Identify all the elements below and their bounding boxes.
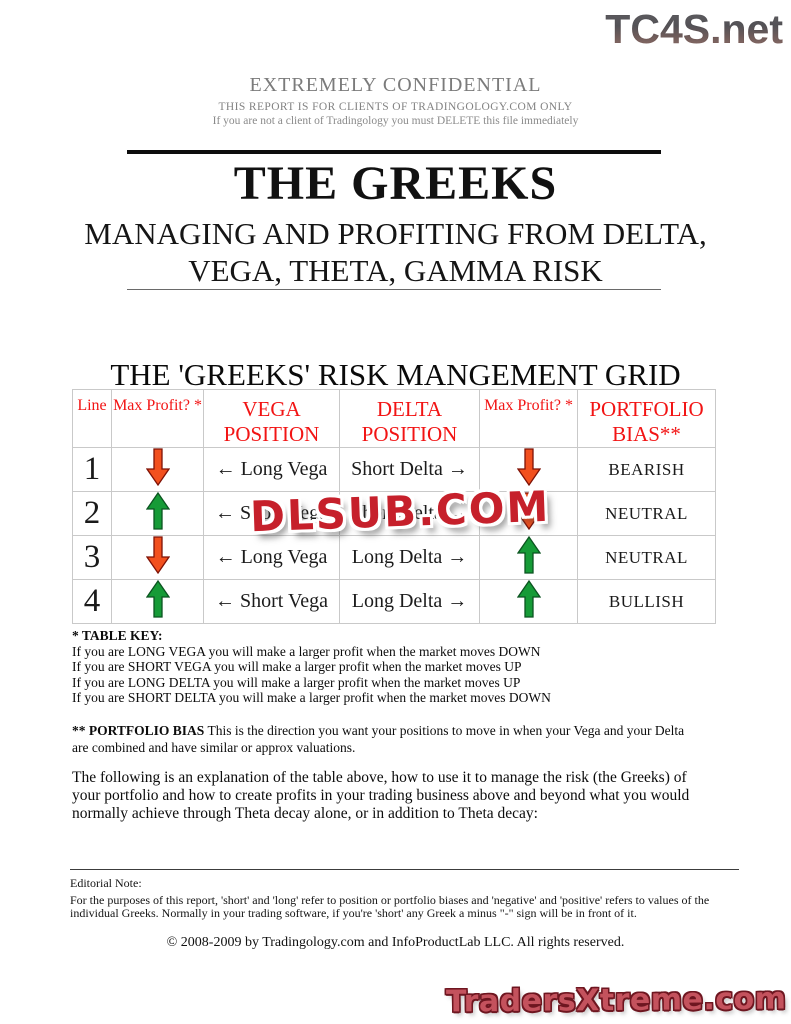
table-row: 1 ← Long Vega Short Delta → BEARISH [72,447,716,492]
editorial-rule [70,869,739,870]
table-row: 4 ← Short Vega Long Delta → BULLISH [72,579,716,624]
vega-position-cell: ← Short Vega [203,491,340,536]
down-arrow-icon [516,448,541,486]
col-header-delta-position: DELTA POSITION [339,389,480,448]
tradersxtreme-logo: TradersXtreme.com [445,981,787,1020]
up-arrow-icon [145,580,170,619]
table-key-line: If you are LONG VEGA you will make a lar… [72,643,541,659]
col-header-max-profit-left: Max Profit? * [111,389,204,448]
table-key-block: * TABLE KEY: If you are LONG VEGA you wi… [72,628,551,706]
explanation-paragraph: The following is an explanation of the t… [72,769,690,822]
copyright-line: © 2008-2009 by Tradingology.com and Info… [166,935,625,950]
down-arrow-icon [145,536,170,574]
greeks-risk-table: Line Max Profit? * VEGA POSITION DELTA P… [72,389,716,624]
col-header-vega-position: VEGA POSITION [203,389,340,448]
page-subtitle: MANAGING AND PROFITING FROM DELTA, VEGA,… [0,215,791,289]
grid-heading: THE 'GREEKS' RISK MANGEMENT GRID [110,357,681,392]
up-arrow-icon [145,492,170,531]
delta-position-cell: Long Delta → [339,535,480,580]
table-key-line: If you are SHORT DELTA you will make a l… [72,690,551,705]
row-line-number: 4 [72,579,112,624]
subtitle-line-2: VEGA, THETA, GAMMA RISK [188,253,603,288]
portfolio-bias-label: ** PORTFOLIO BIAS [72,723,205,738]
tc4s-logo: TC4S.net [605,6,783,52]
table-row: 3 ← Long Vega Long Delta → NEUTRAL [72,535,716,580]
row-line-number: 3 [72,535,112,580]
table-key-line: If you are LONG DELTA you will make a la… [72,674,521,690]
portfolio-bias-text: This is the direction you want your posi… [72,723,685,755]
vega-position-cell: ← Long Vega [203,535,340,580]
up-arrow-icon [516,580,541,619]
table-key-line: If you are SHORT VEGA you will make a la… [72,659,522,674]
portfolio-bias-cell: BULLISH [577,579,716,624]
down-arrow-icon [145,448,170,486]
down-arrow-icon [516,492,541,530]
col-header-portfolio-bias: PORTFOLIO BIAS** [577,389,716,448]
up-arrow-icon [516,536,541,575]
title-rule-top [127,150,661,154]
delta-position-cell: Long Delta → [339,579,480,624]
portfolio-bias-cell: NEUTRAL [577,491,716,536]
editorial-note: Editorial Note: For the purposes of this… [70,876,742,921]
title-rule-bottom [127,289,661,290]
portfolio-bias-cell: NEUTRAL [577,535,716,580]
page-title: THE GREEKS [233,157,558,210]
table-header-row: Line Max Profit? * VEGA POSITION DELTA P… [72,389,716,448]
table-key-heading: * TABLE KEY: [72,628,163,643]
confidential-block: EXTREMELY CONFIDENTIAL THIS REPORT IS FO… [0,74,791,127]
confidential-heading: EXTREMELY CONFIDENTIAL [249,74,542,96]
dlsub-watermark: DLSUB.COM [249,481,552,542]
row-line-number: 1 [72,447,112,492]
subtitle-line-1: MANAGING AND PROFITING FROM DELTA, [84,216,707,251]
table-row: 2 ← Short Vega Short Delta → NEUTRAL [72,491,716,536]
editorial-text: For the purposes of this report, 'short'… [70,892,710,920]
row-line-number: 2 [72,491,112,536]
portfolio-bias-note: ** PORTFOLIO BIAS This is the direction … [72,722,702,756]
vega-position-cell: ← Short Vega [203,579,340,624]
confidential-warning: If you are not a client of Tradingology … [212,115,579,127]
col-header-max-profit-right: Max Profit? * [479,389,578,448]
vega-position-cell: ← Long Vega [203,447,340,492]
editorial-heading: Editorial Note: [70,876,142,890]
col-header-line: Line [72,389,112,448]
portfolio-bias-cell: BEARISH [577,447,716,492]
confidential-subline: THIS REPORT IS FOR CLIENTS OF TRADINGOLO… [218,101,573,113]
delta-position-cell: Short Delta → [339,491,480,536]
